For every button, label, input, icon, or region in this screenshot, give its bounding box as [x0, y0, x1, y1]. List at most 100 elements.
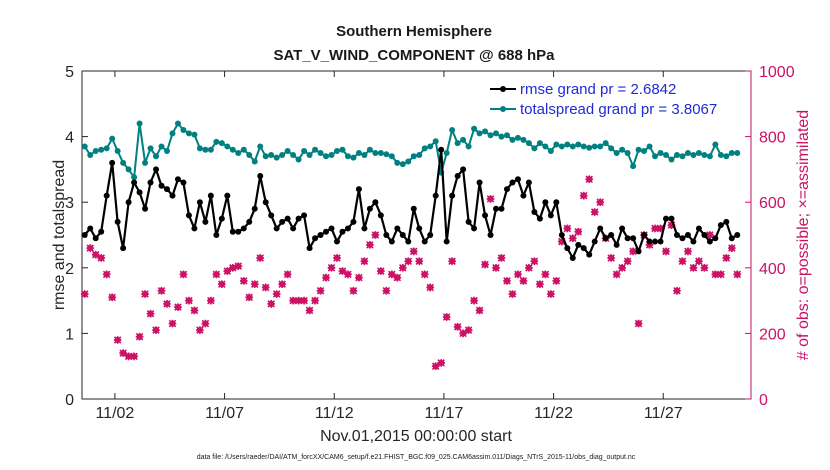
spread-point: [284, 148, 291, 155]
rmse-point: [246, 218, 253, 225]
spread-point: [580, 143, 587, 150]
rmse-point: [147, 179, 154, 186]
rmse-point: [131, 179, 138, 186]
rmse-point: [723, 218, 730, 225]
rmse-point: [663, 215, 670, 222]
obs-point-assimilated: [311, 296, 319, 305]
spread-point: [399, 161, 406, 168]
obs-point-assimilated: [355, 273, 363, 282]
obs-point-assimilated: [486, 195, 495, 203]
spread-point: [646, 143, 653, 150]
rmse-point: [317, 232, 324, 238]
y-tick-label-left: 0: [65, 392, 74, 409]
rmse-point: [657, 238, 664, 245]
obs-point-assimilated: [492, 263, 500, 272]
spread-point: [723, 153, 730, 160]
obs-point-assimilated: [377, 267, 385, 275]
spread-point: [449, 127, 456, 134]
rmse-point: [87, 225, 94, 232]
obs-point-assimilated: [453, 323, 462, 331]
spread-point: [279, 151, 286, 158]
rmse-point: [575, 241, 582, 248]
rmse-point: [306, 245, 313, 252]
obs-point-assimilated: [261, 283, 270, 292]
spread-point: [673, 151, 680, 158]
series-rmse: [81, 146, 741, 261]
obs-point-assimilated: [86, 244, 95, 252]
obs-point-assimilated: [366, 241, 374, 249]
spread-point: [663, 151, 670, 158]
rmse-point: [503, 186, 510, 193]
spread-point: [131, 174, 138, 181]
spread-point: [383, 151, 390, 158]
obs-point-assimilated: [656, 224, 665, 233]
spread-point: [547, 148, 554, 155]
obs-point-assimilated: [196, 326, 204, 334]
obs-point-assimilated: [217, 280, 226, 289]
spread-point: [734, 150, 741, 156]
obs-point-assimilated: [459, 329, 467, 338]
spread-point: [558, 143, 565, 150]
rmse-point: [174, 176, 181, 183]
spread-point: [295, 156, 302, 163]
rmse-point: [339, 228, 346, 235]
rmse-point: [641, 232, 648, 238]
spread-point: [196, 145, 203, 152]
rmse-point: [652, 238, 659, 245]
spread-point: [569, 143, 576, 150]
obs-point-assimilated: [470, 296, 478, 305]
x-tick-label: 11/17: [424, 405, 463, 422]
spread-point: [323, 153, 330, 160]
rmse-point: [684, 232, 691, 238]
spread-point: [301, 148, 308, 155]
legend-marker-rmse: [500, 86, 506, 92]
rmse-point: [586, 251, 593, 258]
obs-point-assimilated: [333, 254, 341, 262]
rmse-point: [268, 212, 275, 219]
y-tick-label-left: 1: [65, 326, 74, 343]
obs-point-assimilated: [530, 257, 539, 266]
rmse-point: [613, 241, 620, 248]
rmse-point: [410, 205, 417, 212]
obs-point-assimilated: [415, 257, 424, 266]
spread-point: [487, 132, 494, 139]
plot-frame: [81, 70, 752, 400]
obs-point-assimilated: [278, 280, 286, 289]
spread-point: [169, 130, 176, 137]
spread-point: [624, 150, 631, 156]
rmse-point: [344, 225, 351, 232]
obs-point-assimilated: [404, 257, 413, 266]
spread-point: [394, 159, 401, 166]
spread-point: [542, 143, 549, 150]
spread-point: [207, 146, 214, 153]
rmse-point: [421, 238, 428, 245]
obs-point-assimilated: [371, 231, 380, 239]
obs-point-assimilated: [102, 270, 111, 279]
rmse-point: [158, 182, 165, 189]
obs-point-assimilated: [706, 231, 714, 239]
spread-point: [597, 143, 604, 150]
legend-marker-spread: [500, 106, 506, 112]
x-tick-label: 11/12: [315, 405, 354, 422]
obs-point-assimilated: [426, 283, 435, 292]
x-tick-label: 11/22: [534, 405, 573, 422]
rmse-point: [493, 205, 500, 212]
obs-point-assimilated: [300, 296, 308, 305]
rmse-point: [240, 225, 247, 232]
rmse-point: [284, 215, 291, 222]
rmse-point: [701, 232, 708, 238]
rmse-point: [690, 238, 697, 245]
rmse-point: [547, 212, 554, 219]
obs-point-assimilated: [398, 263, 407, 272]
spread-point: [410, 153, 417, 160]
obs-point-assimilated: [448, 257, 456, 266]
chart-subtitle: SAT_V_WIND_COMPONENT @ 688 hPa: [273, 47, 555, 64]
spread-point: [630, 163, 637, 170]
spread-point: [712, 141, 719, 148]
rmse-point: [290, 225, 297, 232]
y-axis-label-right: # of obs: o=possible; ×=assimilated: [795, 110, 812, 360]
obs-point-assimilated: [179, 270, 188, 279]
rmse-point: [328, 225, 335, 232]
obs-point-assimilated: [612, 270, 621, 279]
obs-point-assimilated: [250, 280, 259, 289]
